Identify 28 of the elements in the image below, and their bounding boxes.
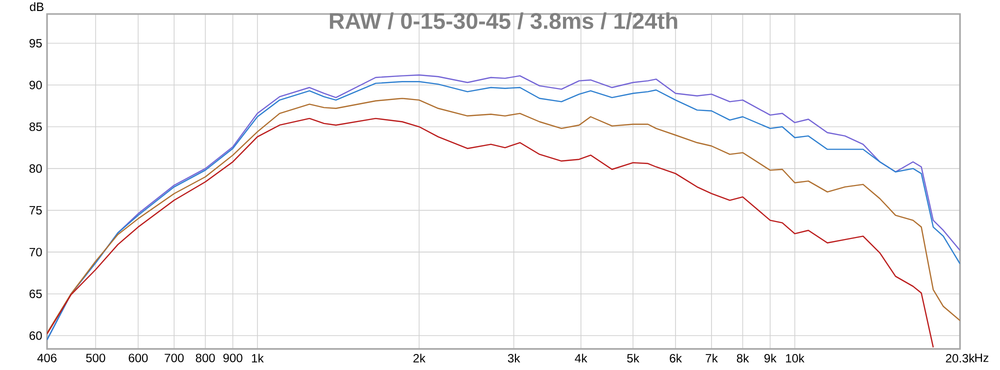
x-axis-title: Hz — [975, 354, 988, 362]
x-tick-label: 20.3k — [946, 354, 975, 363]
y-tick-label: 70 — [30, 248, 42, 256]
x-tick-label: 3k — [508, 354, 520, 363]
y-tick-label: 90 — [30, 80, 42, 90]
x-tick-label: 2k — [413, 354, 426, 362]
x-tick-label: 6k — [670, 354, 682, 363]
x-tick-label: 700 — [164, 354, 184, 362]
chart-title: RAW / 0-15-30-45 / 3.8ms / 1/24th — [330, 12, 678, 30]
y-tick-label: 95 — [30, 38, 42, 48]
y-tick-label: 60 — [30, 331, 42, 340]
x-tick-label: 406 — [37, 354, 57, 362]
x-tick-label: 10k — [786, 354, 804, 363]
x-tick-label: 500 — [86, 354, 106, 362]
x-tick-label: 600 — [128, 354, 148, 362]
y-tick-label: 65 — [30, 290, 42, 298]
x-tick-label: 7k — [706, 354, 718, 362]
x-tick-label: 9k — [764, 354, 777, 363]
y-axis-title: dB — [30, 2, 44, 12]
y-tick-label: 85 — [29, 122, 42, 132]
x-tick-label: 1k — [252, 354, 264, 362]
x-tick-label: 5k — [627, 354, 640, 363]
y-tick-label: 75 — [30, 206, 42, 215]
x-tick-label: 4k — [574, 354, 588, 362]
x-tick-label: 8k — [736, 354, 750, 363]
x-tick-label: 900 — [223, 354, 242, 362]
x-tick-label: 800 — [196, 354, 215, 362]
y-tick-label: 80 — [29, 164, 42, 173]
